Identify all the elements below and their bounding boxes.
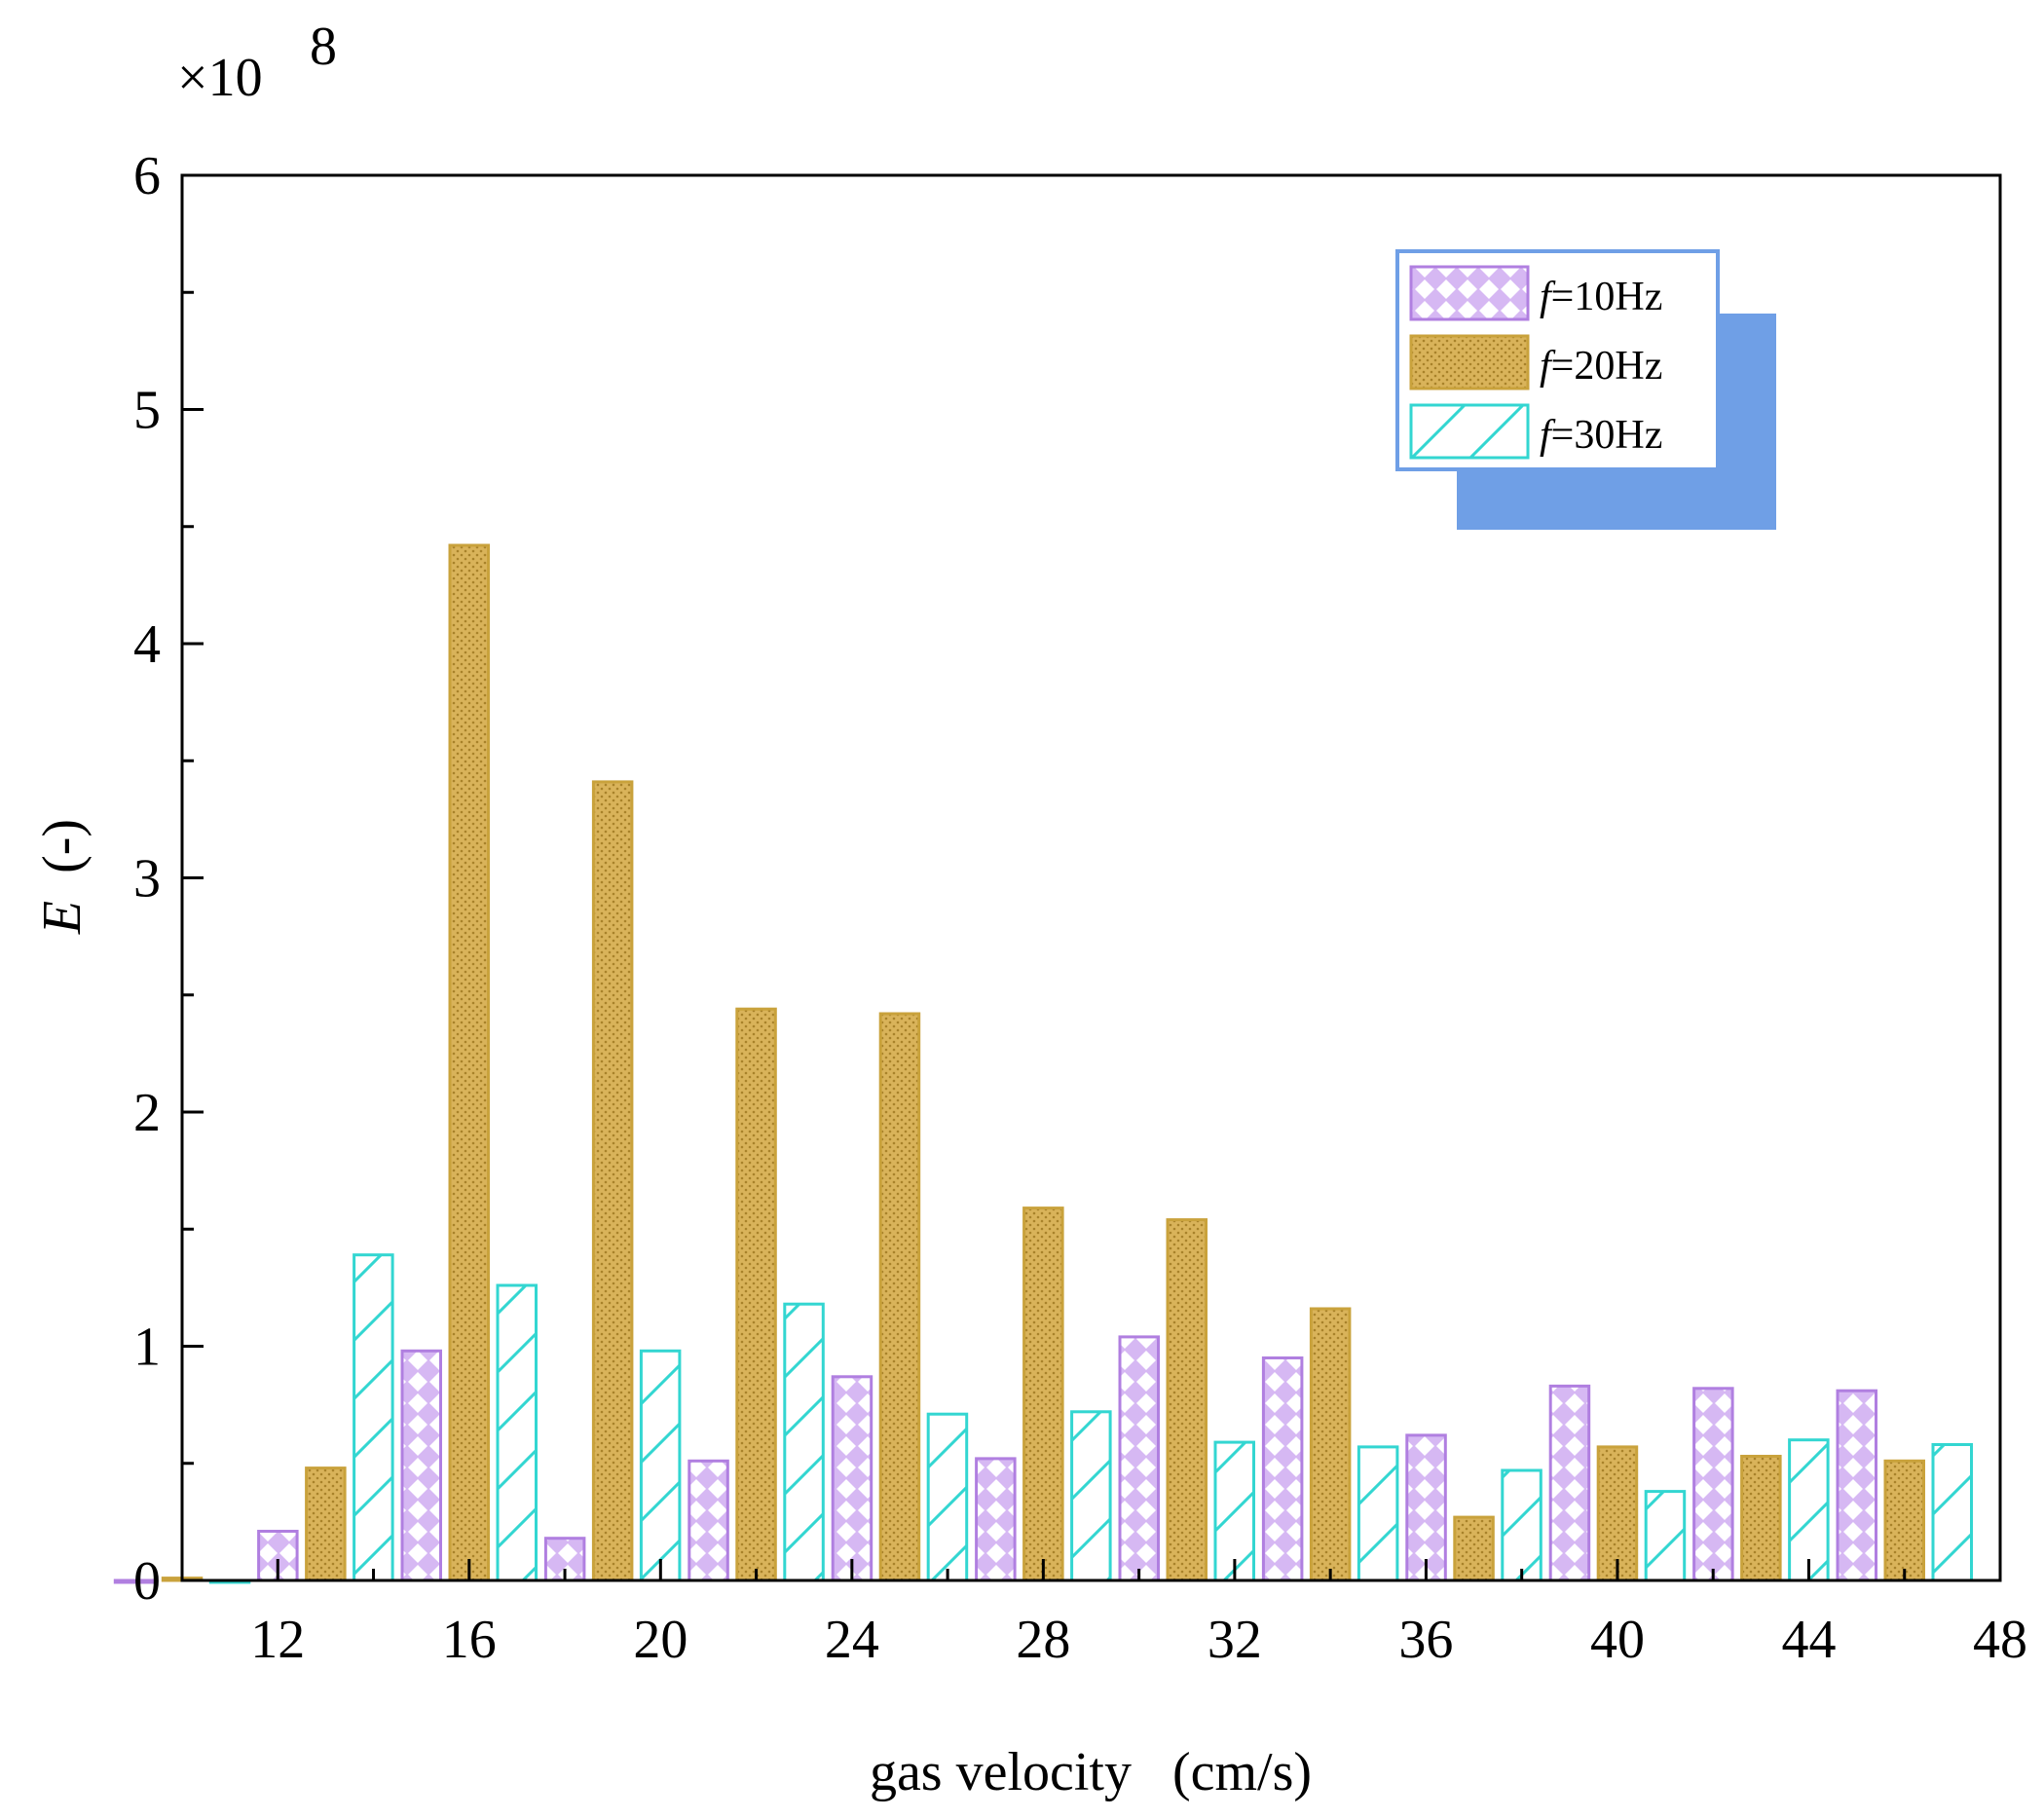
bar-f20-13 (305, 1466, 347, 1582)
bar-f10-43 (1692, 1387, 1734, 1582)
bar-f10-25 (831, 1375, 873, 1582)
bar-f30-31 (1213, 1440, 1255, 1582)
bar-f10-10 (113, 1578, 156, 1584)
bar-f30-34 (1356, 1445, 1399, 1582)
y-tick-label-3: 3 (133, 849, 161, 910)
x-tick-label-24: 24 (825, 1610, 879, 1670)
bar-f20-43 (1740, 1455, 1782, 1582)
x-tick-label-28: 28 (1016, 1610, 1070, 1670)
multiplier-base: ×10 (177, 48, 263, 108)
bar-f30-16 (496, 1283, 538, 1582)
y-tick-label-6: 6 (133, 146, 161, 206)
legend-label-f30: f=30Hz (1540, 413, 1662, 458)
bar-f10-46 (1836, 1389, 1877, 1582)
y-axis-title: E (-) (32, 819, 93, 935)
bar-f20-31 (1166, 1218, 1208, 1582)
legend-label-f10-rest: =10Hz (1551, 275, 1663, 319)
bar-f20-22 (735, 1007, 777, 1582)
x-axis-title-units: (cm/s) (1172, 1742, 1312, 1802)
bar-f20-19 (591, 780, 634, 1582)
x-tick-label-40: 40 (1590, 1610, 1645, 1670)
bar-f20-28 (1022, 1206, 1064, 1582)
legend-label-f20: f=20Hz (1540, 344, 1662, 389)
bar-f30-28 (1070, 1410, 1112, 1582)
bar-f10-22 (688, 1459, 729, 1582)
x-tick-label-44: 44 (1781, 1610, 1836, 1670)
bar-f30-19 (639, 1349, 682, 1582)
y-tick-label-4: 4 (133, 614, 161, 675)
y-tick-label-0: 0 (133, 1551, 161, 1612)
bar-f30-40 (1644, 1490, 1687, 1582)
bar-f20-34 (1309, 1307, 1352, 1582)
y-tick-label-5: 5 (133, 381, 161, 441)
x-tick-label-48: 48 (1973, 1610, 2027, 1670)
bar-f10-37 (1405, 1433, 1447, 1582)
y-axis-title-symbol: E (32, 901, 93, 935)
x-tick-label-36: 36 (1398, 1610, 1453, 1670)
bar-f20-40 (1596, 1445, 1639, 1582)
x-axis-title-main: gas velocity (870, 1742, 1132, 1802)
multiplier-exponent: 8 (310, 17, 337, 77)
bar-f20-37 (1453, 1515, 1495, 1582)
bar-f30-22 (783, 1302, 825, 1582)
bar-f30-13 (353, 1253, 394, 1582)
bar-f10-28 (975, 1457, 1017, 1582)
bar-f30-46 (1931, 1443, 1973, 1582)
bar-f10-31 (1118, 1335, 1160, 1582)
x-tick-label-20: 20 (633, 1610, 688, 1670)
x-tick-label-12: 12 (250, 1610, 305, 1670)
bar-f10-16 (400, 1349, 442, 1582)
y-axis-title-units: (-) (32, 819, 93, 873)
legend-label-f20-rest: =20Hz (1551, 344, 1663, 389)
bar-f30-37 (1501, 1468, 1542, 1582)
legend-swatch-f20 (1409, 334, 1530, 390)
bar-f20-46 (1883, 1459, 1925, 1582)
bar-f10-40 (1548, 1384, 1591, 1582)
legend-label-f10: f=10Hz (1540, 275, 1662, 319)
legend-swatch-f30 (1409, 403, 1530, 460)
legend-label-f30-rest: =30Hz (1551, 413, 1663, 458)
bars-layer (113, 543, 1973, 1584)
y-tick-label-2: 2 (133, 1083, 161, 1143)
y-tick-label-1: 1 (133, 1318, 161, 1378)
bar-f20-25 (878, 1012, 921, 1582)
legend: f=10Hz f=20Hz f=30Hz (1395, 249, 1720, 471)
x-tick-label-32: 32 (1208, 1610, 1262, 1670)
bar-f30-25 (926, 1412, 969, 1582)
x-tick-label-16: 16 (442, 1610, 497, 1670)
x-axis-title: gas velocity (cm/s) (870, 1742, 1312, 1802)
legend-swatch-f10 (1409, 265, 1530, 321)
bar-f10-34 (1261, 1356, 1304, 1582)
bar-f20-16 (448, 543, 490, 1582)
